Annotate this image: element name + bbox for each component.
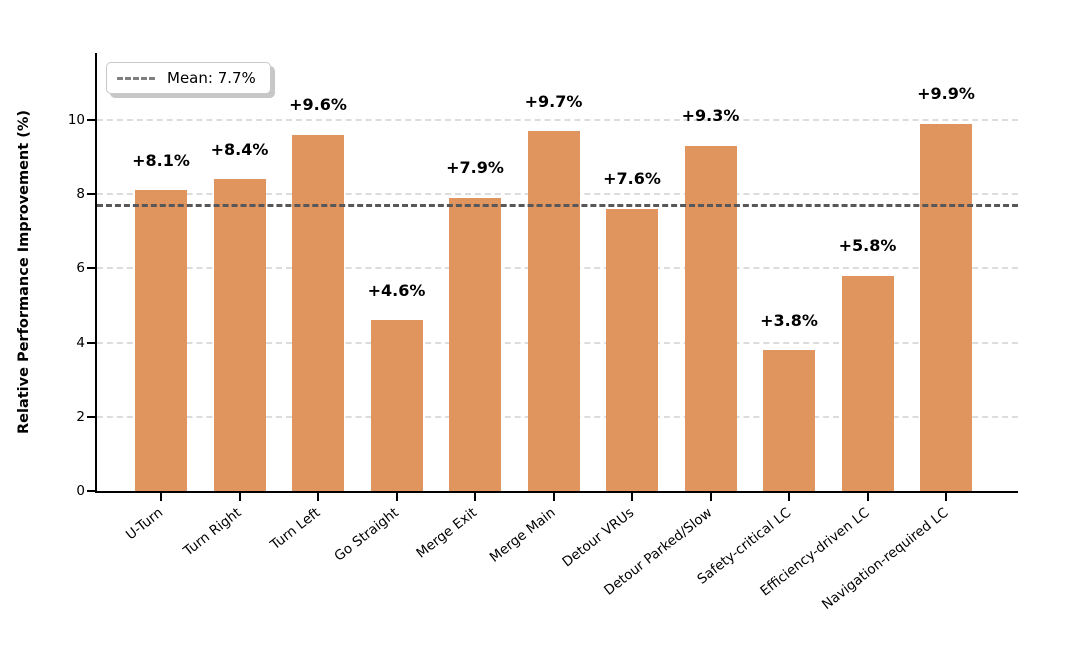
y-tick-label: 2 — [76, 408, 85, 425]
bar-value-label: +5.8% — [838, 236, 897, 256]
x-tick-mark — [474, 493, 476, 501]
bar-value-label: +9.9% — [917, 84, 975, 104]
bar-value-label: +9.6% — [289, 95, 347, 115]
x-tick-mark — [552, 493, 555, 501]
legend: Mean: 7.7% — [106, 62, 271, 94]
y-axis-line — [95, 53, 97, 493]
bar-value-label: +8.4% — [210, 139, 269, 159]
y-tick-mark — [87, 341, 95, 344]
bar — [135, 190, 187, 491]
x-tick-label-text: Navigation-required LC — [818, 504, 951, 614]
x-tick-mark — [317, 493, 319, 501]
y-tick-mark — [87, 267, 95, 270]
bar-value-label: +7.9% — [446, 158, 504, 178]
bar — [292, 134, 344, 491]
x-tick-mark — [709, 493, 712, 501]
y-tick-mark — [87, 193, 95, 196]
x-tick-label-text: Merge Exit — [413, 504, 480, 562]
x-tick-mark — [238, 493, 241, 501]
bar — [527, 130, 580, 491]
y-tick-mark — [87, 415, 95, 418]
gridline — [97, 118, 1018, 121]
x-tick-label-text: Turn Right — [180, 504, 245, 560]
y-tick-label: 6 — [76, 260, 85, 277]
mean-line-dash-icon — [117, 76, 155, 80]
x-tick-label-text: Go Straight — [330, 504, 402, 565]
x-axis-line — [95, 491, 1018, 493]
bar — [920, 123, 972, 491]
x-tick-mark — [788, 493, 790, 501]
bar — [449, 197, 501, 491]
y-tick-label: 10 — [67, 111, 85, 128]
mean-line — [97, 203, 1018, 207]
x-tick-mark — [395, 493, 398, 501]
bar — [763, 349, 815, 491]
x-tick-mark — [945, 493, 947, 501]
x-tick-label-text: U-Turn — [122, 504, 166, 544]
x-tick-mark — [631, 493, 633, 501]
y-tick-label: 8 — [76, 186, 85, 203]
bar-value-label: +9.7% — [524, 91, 583, 111]
bar — [606, 208, 658, 491]
bar-value-label: +7.6% — [603, 169, 661, 189]
bar-value-label: +9.3% — [681, 106, 740, 126]
bar — [213, 179, 266, 491]
y-tick-mark — [87, 490, 95, 492]
x-tick-label-text: Merge Main — [486, 504, 559, 566]
bar-value-label: +4.6% — [367, 280, 426, 300]
y-tick-mark — [87, 118, 95, 121]
x-tick-label-text: Turn Left — [267, 504, 323, 554]
plot-area: Mean: 7.7% 0 2 4 6 8 10 +8.1% U-Turn +8.4% Turn R… — [68, 53, 1018, 613]
bar-value-label: +8.1% — [132, 150, 190, 170]
y-tick-label: 4 — [76, 334, 85, 351]
y-axis-title: Relative Performance Improvement (%) — [16, 109, 32, 435]
bar — [370, 320, 423, 491]
legend-label: Mean: 7.7% — [167, 69, 256, 87]
x-tick-mark — [160, 493, 162, 501]
bar — [841, 275, 894, 491]
x-tick-mark — [866, 493, 869, 501]
bar — [684, 145, 737, 491]
y-tick-label: 0 — [76, 483, 85, 499]
bar-value-label: +3.8% — [760, 310, 818, 330]
x-tick-label-text: Detour VRUs — [559, 504, 637, 571]
